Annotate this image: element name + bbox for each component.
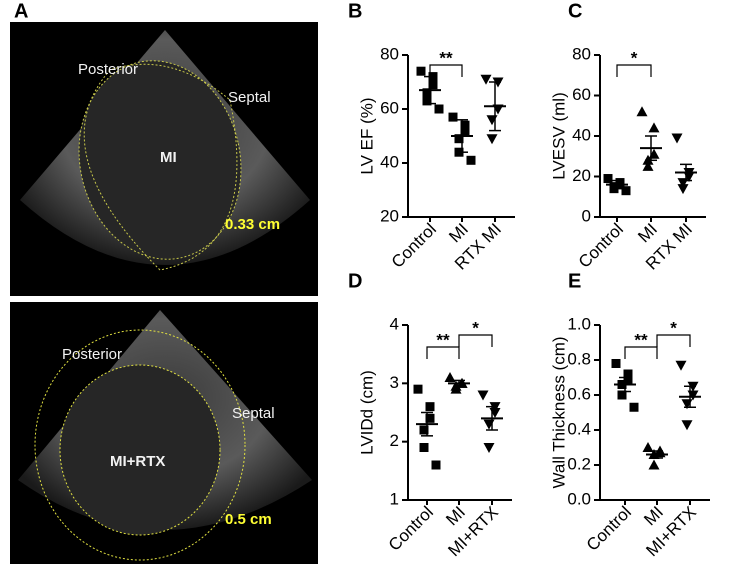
- y-tick-label: 4: [390, 314, 399, 333]
- data-point: [444, 372, 456, 382]
- y-tick-label: 80: [572, 44, 591, 63]
- data-point: [483, 419, 495, 430]
- significance-label: *: [472, 318, 479, 337]
- data-point: [617, 390, 627, 400]
- significance-bracket: [458, 334, 493, 347]
- data-point: [477, 390, 489, 401]
- panel-letter: A: [14, 0, 28, 22]
- data-point: [642, 160, 654, 171]
- image-label: Septal: [228, 89, 271, 106]
- y-tick-label: 80: [380, 44, 399, 63]
- y-axis-label: LVIDd (cm): [357, 370, 376, 455]
- data-point: [611, 359, 621, 368]
- data-point: [623, 369, 633, 379]
- panel-letter: D: [348, 270, 362, 292]
- data-point: [419, 425, 429, 435]
- y-tick-label: 2: [390, 431, 399, 450]
- data-point: [486, 134, 498, 145]
- data-point: [431, 460, 441, 470]
- y-axis-label: Wall Thickness (cm): [549, 336, 568, 488]
- significance-label: **: [634, 330, 648, 349]
- y-tick-label: 0.6: [567, 384, 591, 403]
- significance-label: *: [670, 318, 677, 337]
- data-point: [483, 443, 495, 453]
- data-point: [677, 184, 689, 195]
- data-point: [460, 120, 470, 130]
- significance-bracket: [656, 334, 691, 347]
- image-measure: 0.5 cm: [225, 511, 272, 528]
- data-point: [450, 383, 462, 394]
- data-point: [434, 104, 444, 114]
- data-point: [648, 122, 660, 133]
- x-tick-label: Control: [388, 220, 440, 272]
- data-point: [648, 459, 660, 470]
- image-label: MI+RTX: [110, 453, 165, 470]
- y-tick-label: 1: [390, 489, 399, 508]
- data-point: [603, 174, 613, 184]
- data-point: [681, 420, 693, 431]
- significance-bracket: [429, 64, 463, 77]
- data-point: [636, 106, 648, 117]
- data-point: [480, 74, 492, 85]
- x-tick-label: Control: [575, 220, 627, 272]
- y-tick-label: 0.0: [567, 489, 591, 508]
- y-tick-label: 0: [582, 206, 591, 225]
- y-tick-label: 20: [572, 166, 591, 185]
- data-point: [687, 390, 699, 401]
- y-tick-label: 1.0: [567, 314, 591, 333]
- y-tick-label: 40: [572, 125, 591, 144]
- y-tick-label: 0.4: [567, 419, 591, 438]
- x-tick-label: MI: [634, 220, 661, 247]
- data-point: [671, 133, 683, 144]
- y-tick-label: 3: [390, 373, 399, 392]
- image-measure: 0.33 cm: [225, 216, 280, 233]
- significance-bracket: [624, 346, 658, 359]
- y-tick-label: 40: [380, 152, 399, 171]
- significance-label: **: [439, 48, 453, 67]
- data-point: [642, 442, 654, 452]
- data-point: [675, 360, 687, 371]
- data-point: [629, 402, 639, 412]
- data-point: [425, 402, 435, 412]
- data-point: [460, 126, 470, 136]
- y-tick-label: 60: [572, 85, 591, 104]
- y-tick-label: 0.8: [567, 349, 591, 368]
- y-axis-label: LVESV (ml): [549, 92, 568, 180]
- data-point: [448, 112, 458, 122]
- data-point: [621, 186, 631, 196]
- significance-bracket: [616, 64, 652, 77]
- data-point: [425, 413, 435, 423]
- echo-image: Posterior Septal MI 0.33 cm: [10, 22, 318, 296]
- panel-letter: E: [568, 270, 581, 292]
- y-tick-label: 0.2: [567, 454, 591, 473]
- data-point: [648, 148, 660, 159]
- image-label: Posterior: [78, 61, 138, 78]
- significance-label: **: [436, 330, 450, 349]
- significance-label: *: [631, 48, 638, 67]
- data-point: [623, 376, 633, 386]
- data-point: [422, 88, 432, 98]
- panel-letter: C: [568, 0, 582, 22]
- data-point: [419, 443, 429, 452]
- data-point: [416, 66, 426, 76]
- data-point: [466, 155, 476, 165]
- data-point: [413, 384, 423, 394]
- x-tick-label: Control: [583, 503, 635, 555]
- y-tick-label: 20: [380, 206, 399, 225]
- data-point: [422, 96, 432, 106]
- data-point: [428, 80, 438, 90]
- image-label: Septal: [232, 405, 275, 422]
- data-point: [454, 134, 464, 144]
- y-tick-label: 60: [380, 98, 399, 117]
- x-tick-label: Control: [385, 503, 437, 555]
- image-label: Posterior: [62, 346, 122, 363]
- echo-image: Posterior Septal MI+RTX 0.5 cm: [10, 302, 318, 564]
- image-label: MI: [160, 149, 177, 166]
- y-axis-label: LV EF (%): [357, 97, 376, 174]
- panel-letter: B: [348, 0, 362, 22]
- data-point: [486, 115, 498, 126]
- data-point: [489, 408, 501, 418]
- significance-bracket: [426, 346, 460, 359]
